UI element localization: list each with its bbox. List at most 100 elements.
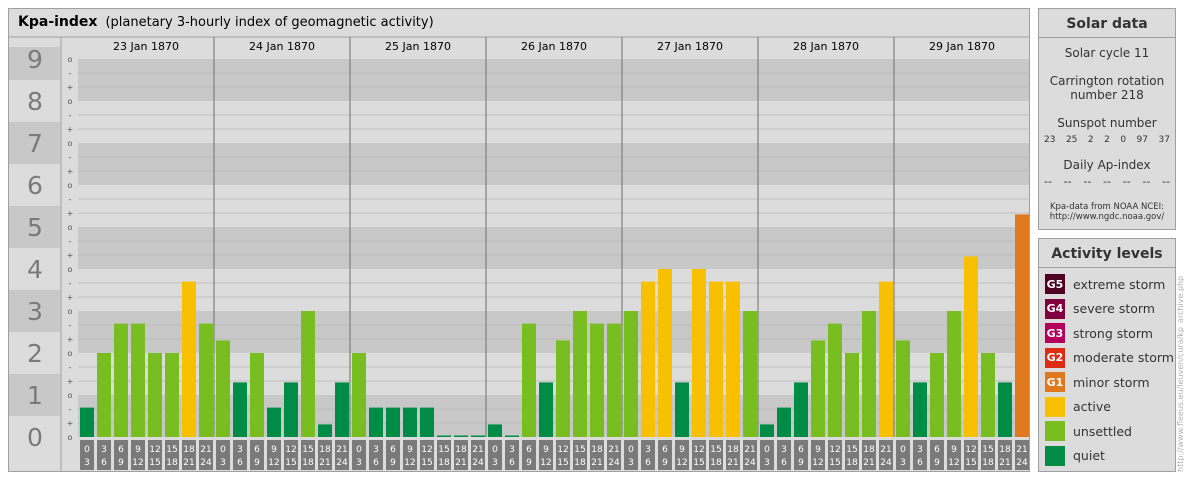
kp-bar — [624, 311, 638, 437]
sub-tick-mark: + — [67, 293, 74, 302]
hour-label: 9 — [679, 445, 685, 455]
day-label: 26 Jan 1870 — [521, 40, 587, 53]
sub-tick-mark: + — [67, 209, 74, 218]
hour-cell — [522, 440, 536, 470]
hour-cell — [420, 440, 434, 470]
sub-tick-mark: o — [68, 349, 73, 358]
sunspot-value: 25 — [1065, 135, 1078, 145]
hour-label: 18 — [319, 445, 331, 455]
kp-bar — [301, 311, 315, 437]
hour-label: 18 — [846, 458, 858, 468]
kp-bar — [318, 424, 332, 437]
hour-label: 21 — [608, 445, 619, 455]
hour-label: 24 — [608, 458, 620, 468]
hour-label: 9 — [407, 445, 413, 455]
sunspot-value: 2 — [1104, 135, 1110, 145]
day-label: 29 Jan 1870 — [929, 40, 995, 53]
sunspot-value: 0 — [1120, 135, 1127, 145]
hour-label: 15 — [693, 458, 704, 468]
kp-bar — [777, 407, 791, 437]
hour-cell — [318, 440, 332, 470]
kp-bar — [896, 340, 910, 437]
hour-cell — [539, 440, 553, 470]
y-label-cell — [9, 80, 60, 122]
site-credit[interactable]: http://www.fleeus.eu/leuven/cura/kp_arch… — [1176, 275, 1184, 472]
hour-label: 6 — [645, 458, 651, 468]
hour-cell — [1015, 440, 1029, 470]
kp-bar — [675, 382, 689, 437]
sunspot-value: 23 — [1044, 135, 1056, 145]
hour-cell — [403, 440, 417, 470]
kp-bar — [454, 435, 468, 437]
hour-label: 18 — [574, 458, 586, 468]
sub-tick-mark: o — [68, 97, 73, 106]
hour-label: 18 — [166, 458, 178, 468]
hour-label: 3 — [356, 458, 362, 468]
hour-label: 24 — [880, 458, 892, 468]
hour-label: 0 — [628, 445, 634, 455]
hour-cell — [913, 440, 927, 470]
hour-label: 15 — [421, 458, 432, 468]
grid-band — [78, 101, 1029, 143]
hour-label: 9 — [254, 458, 260, 468]
level-label: extreme storm — [1073, 276, 1166, 292]
hour-label: 6 — [662, 445, 668, 455]
hour-label: 12 — [557, 445, 568, 455]
day-label: 24 Jan 1870 — [249, 40, 315, 53]
sub-tick-mark: o — [68, 181, 73, 190]
hour-label: 21 — [591, 458, 602, 468]
hour-label: 21 — [183, 458, 194, 468]
y-label-cell — [9, 374, 60, 416]
hour-label: 15 — [438, 445, 449, 455]
kp-bar — [216, 340, 230, 437]
hour-label: 24 — [200, 458, 212, 468]
y-label-cell — [9, 290, 60, 332]
source-link[interactable]: http://www.ngdc.noaa.gov/ — [1049, 212, 1165, 222]
hour-cell — [284, 440, 298, 470]
kp-bar — [97, 353, 111, 437]
hour-cell — [165, 440, 179, 470]
kp-bar — [148, 353, 162, 437]
hour-label: 3 — [492, 458, 498, 468]
hour-cell — [624, 440, 638, 470]
hour-label: 21 — [319, 458, 330, 468]
carrington-rotation: Carrington rotation number 218 — [1039, 74, 1175, 102]
hour-label: 3 — [509, 445, 515, 455]
hour-label: 24 — [1016, 458, 1028, 468]
level-swatch: G3 — [1045, 323, 1065, 343]
sub-tick-mark: o — [68, 223, 73, 232]
hour-label: 18 — [999, 445, 1011, 455]
kp-bar — [658, 269, 672, 437]
kp-bar — [556, 340, 570, 437]
activity-level-item: G1 minor storm — [1045, 371, 1150, 393]
y-label-cell — [9, 164, 60, 206]
y-tick-label: 6 — [27, 171, 43, 200]
sunspot-label: Sunspot number — [1057, 116, 1157, 130]
hour-label: 15 — [285, 458, 296, 468]
hour-label: 15 — [982, 445, 993, 455]
hour-label: 6 — [118, 445, 124, 455]
sub-tick-mark: + — [67, 83, 74, 92]
hour-label: 18 — [863, 445, 875, 455]
hour-label: 6 — [917, 458, 923, 468]
y-tick-label: 0 — [27, 423, 43, 452]
kp-bar — [862, 311, 876, 437]
hour-label: 24 — [744, 458, 756, 468]
hour-label: 3 — [645, 445, 651, 455]
level-swatch: G2 — [1045, 347, 1065, 368]
ap-value: -- — [1122, 175, 1131, 188]
y-label-cell — [9, 332, 60, 374]
sub-tick-mark: + — [67, 377, 74, 386]
sunspot-value: 97 — [1136, 135, 1148, 145]
kp-bar — [471, 435, 485, 437]
kp-bar — [267, 407, 281, 437]
hour-label: 18 — [302, 458, 314, 468]
sub-tick-mark: o — [68, 265, 73, 274]
hour-label: 12 — [948, 458, 959, 468]
sunspot-value: 2 — [1087, 135, 1094, 145]
kp-bar — [692, 269, 706, 437]
hour-label: 18 — [183, 445, 195, 455]
day-label: 23 Jan 1870 — [113, 40, 179, 53]
hour-label: 6 — [934, 445, 940, 455]
kp-bar — [981, 353, 995, 437]
